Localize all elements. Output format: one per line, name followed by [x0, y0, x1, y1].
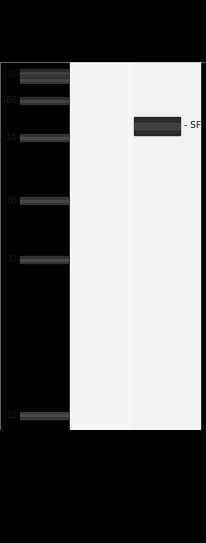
Text: 116: 116: [1, 134, 17, 142]
Text: 66: 66: [6, 197, 17, 205]
FancyBboxPatch shape: [20, 77, 68, 84]
FancyBboxPatch shape: [20, 135, 68, 142]
Text: - SF3B2: - SF3B2: [184, 122, 206, 130]
Bar: [20, 72, 68, 74]
Bar: [20, 79, 68, 81]
FancyBboxPatch shape: [20, 98, 68, 104]
Text: 230: 230: [1, 71, 17, 79]
Bar: [134, 123, 180, 129]
Bar: [70, 62, 115, 430]
Text: 40: 40: [7, 256, 17, 264]
Text: 12: 12: [7, 411, 17, 420]
Bar: [20, 100, 68, 102]
Bar: [20, 137, 68, 139]
FancyBboxPatch shape: [134, 117, 180, 135]
Text: 180: 180: [1, 97, 17, 105]
Bar: [115, 62, 134, 430]
Bar: [20, 259, 68, 261]
Bar: [20, 414, 68, 416]
FancyBboxPatch shape: [20, 412, 68, 419]
Bar: [20, 200, 68, 202]
FancyBboxPatch shape: [20, 70, 68, 77]
Bar: [134, 62, 200, 430]
FancyBboxPatch shape: [20, 198, 68, 205]
FancyBboxPatch shape: [20, 256, 68, 263]
